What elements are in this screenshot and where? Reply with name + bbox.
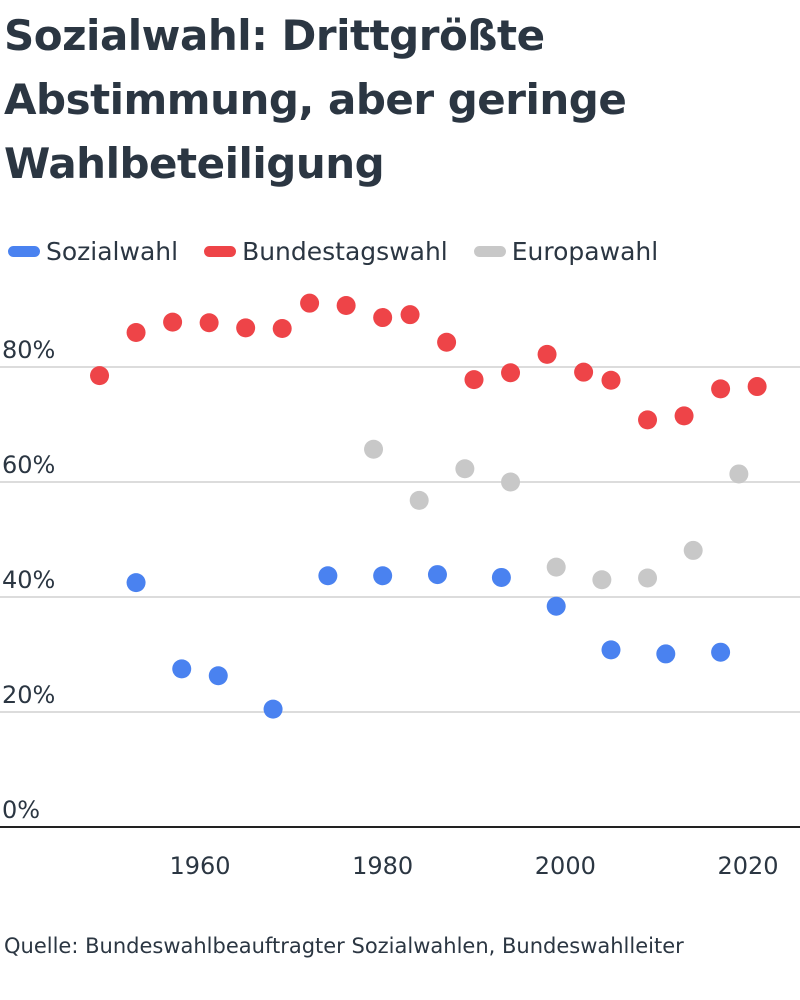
point-bundestagswahl-1961 xyxy=(199,313,219,333)
legend-item-bundestagswahl: Bundestagswahl xyxy=(204,237,448,266)
legend-label-bundestagswahl: Bundestagswahl xyxy=(242,236,448,266)
point-bundestagswahl-1969 xyxy=(272,318,292,338)
source-note: Quelle: Bundeswahlbeauftragter Sozialwah… xyxy=(4,934,684,958)
point-europawahl-2019 xyxy=(729,464,749,484)
scatter-chart: 0% 20% 40% 60% 80% 1960 1980 2000 2020 xyxy=(0,293,800,880)
point-sozialwahl-1953 xyxy=(126,573,146,593)
point-bundestagswahl-2002 xyxy=(574,362,594,382)
x-tick-label-1980: 1980 xyxy=(352,852,413,880)
chart-legend: Sozialwahl Bundestagswahl Europawahl xyxy=(8,228,684,274)
grid-lines xyxy=(0,366,800,713)
legend-label-europawahl: Europawahl xyxy=(511,236,659,266)
point-bundestagswahl-1972 xyxy=(300,293,320,313)
x-tick-label-1960: 1960 xyxy=(169,852,230,880)
point-europawahl-2004 xyxy=(592,570,612,590)
point-sozialwahl-2005 xyxy=(601,640,621,660)
y-tick-label-40: 40% xyxy=(2,566,55,594)
point-bundestagswahl-2021 xyxy=(747,377,767,397)
point-bundestagswahl-1987 xyxy=(437,332,457,352)
legend-label-sozialwahl: Sozialwahl xyxy=(46,236,179,266)
legend-item-sozialwahl: Sozialwahl xyxy=(8,237,178,266)
y-tick-label-80: 80% xyxy=(2,336,55,364)
point-sozialwahl-1958 xyxy=(172,659,192,679)
point-europawahl-1984 xyxy=(409,490,429,510)
point-europawahl-1999 xyxy=(546,557,566,577)
point-bundestagswahl-1980 xyxy=(373,308,393,328)
point-sozialwahl-1980 xyxy=(373,566,393,586)
point-bundestagswahl-2013 xyxy=(674,406,694,426)
point-bundestagswahl-1983 xyxy=(400,305,420,325)
point-sozialwahl-2011 xyxy=(656,644,676,664)
point-bundestagswahl-1998 xyxy=(537,344,557,364)
point-sozialwahl-1968 xyxy=(263,699,283,719)
legend-swatch-bundestagswahl xyxy=(204,245,237,257)
point-europawahl-2009 xyxy=(638,568,658,588)
point-europawahl-1979 xyxy=(364,439,384,459)
point-bundestagswahl-2017 xyxy=(711,379,731,399)
point-sozialwahl-2017 xyxy=(711,642,731,662)
legend-swatch-europawahl xyxy=(473,245,506,257)
point-europawahl-2014 xyxy=(683,540,703,560)
x-tick-label-2000: 2000 xyxy=(535,852,596,880)
point-sozialwahl-1999 xyxy=(546,596,566,616)
point-sozialwahl-1974 xyxy=(318,566,338,586)
point-bundestagswahl-1990 xyxy=(464,370,484,390)
data-points xyxy=(90,293,767,719)
point-sozialwahl-1962 xyxy=(208,666,228,686)
legend-item-europawahl: Europawahl xyxy=(473,236,659,266)
chart-title: Sozialwahl: Drittgrößte Abstimmung, aber… xyxy=(4,11,627,188)
legend-swatch-sozialwahl xyxy=(8,245,40,257)
point-bundestagswahl-1949 xyxy=(90,366,110,386)
point-bundestagswahl-1953 xyxy=(126,323,146,342)
point-bundestagswahl-1965 xyxy=(236,318,256,338)
point-europawahl-1989 xyxy=(455,459,475,479)
point-bundestagswahl-1976 xyxy=(336,295,356,315)
y-tick-label-20: 20% xyxy=(2,681,55,709)
axes: 0% 20% 40% 60% 80% 1960 1980 2000 2020 xyxy=(0,336,800,880)
point-europawahl-1994 xyxy=(501,472,521,492)
y-tick-label-60: 60% xyxy=(2,451,55,479)
y-tick-label-0: 0% xyxy=(2,796,40,824)
point-sozialwahl-1993 xyxy=(491,567,511,587)
point-bundestagswahl-1994 xyxy=(501,363,521,383)
point-bundestagswahl-2005 xyxy=(601,370,621,390)
point-bundestagswahl-2009 xyxy=(638,410,658,430)
point-bundestagswahl-1957 xyxy=(163,312,183,332)
x-tick-label-2020: 2020 xyxy=(717,852,778,880)
point-sozialwahl-1986 xyxy=(427,565,447,585)
